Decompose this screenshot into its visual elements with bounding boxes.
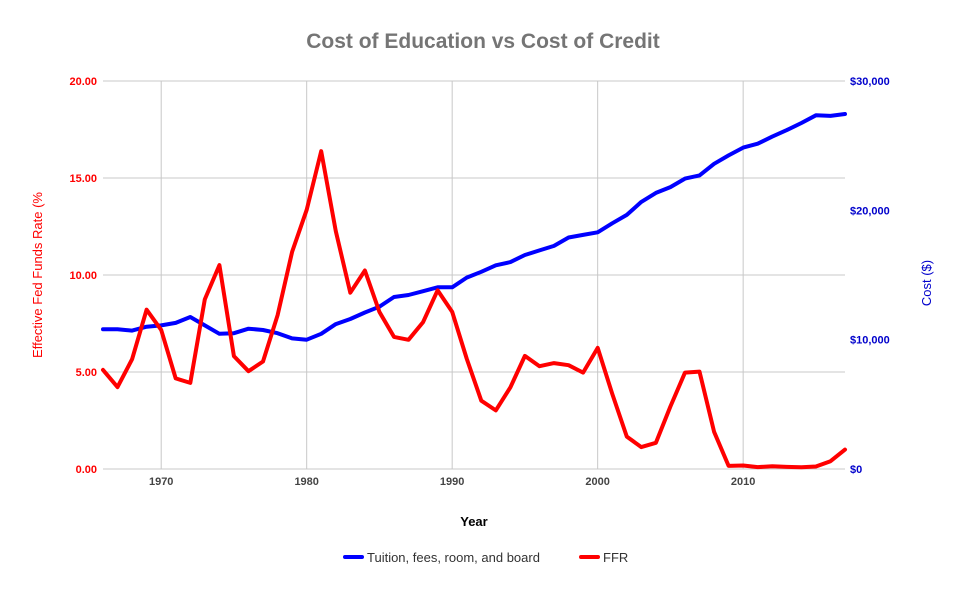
series-lines bbox=[101, 112, 847, 470]
left-axis-tick-label: 20.00 bbox=[69, 76, 97, 88]
x-axis-tick-label: 2010 bbox=[731, 476, 755, 488]
left-axis-label: Effective Fed Funds Rate (% bbox=[30, 192, 45, 358]
legend: Tuition, fees, room, and board FFR bbox=[343, 550, 628, 565]
x-axis-tick-label: 2000 bbox=[585, 476, 609, 488]
x-axis-tick-label: 1990 bbox=[440, 476, 464, 488]
right-axis-tick-label: $0 bbox=[850, 464, 862, 476]
series-line-ffr bbox=[101, 149, 847, 470]
left-axis-ticks: 0.00 5.00 10.00 15.00 20.00 bbox=[69, 76, 97, 476]
x-axis-ticks: 1970 1980 1990 2000 2010 bbox=[149, 476, 755, 488]
left-axis-tick-label: 10.00 bbox=[69, 270, 97, 282]
series-line-tuition bbox=[101, 112, 847, 342]
right-axis-tick-label: $20,000 bbox=[850, 205, 890, 217]
legend-item-ffr-label: FFR bbox=[603, 550, 628, 565]
right-axis-tick-label: $30,000 bbox=[850, 76, 890, 88]
x-axis-tick-label: 1970 bbox=[149, 476, 173, 488]
x-axis-label: Year bbox=[460, 514, 487, 529]
right-axis-ticks: $0 $10,000 $20,000 $30,000 bbox=[850, 76, 890, 476]
chart-title: Cost of Education vs Cost of Credit bbox=[306, 30, 660, 53]
left-axis-tick-label: 15.00 bbox=[69, 173, 97, 185]
x-axis-tick-label: 1980 bbox=[294, 476, 318, 488]
left-axis-tick-label: 5.00 bbox=[76, 367, 97, 379]
right-axis-tick-label: $10,000 bbox=[850, 335, 890, 347]
right-axis-label: Cost ($) bbox=[919, 260, 934, 306]
legend-item-tuition-label: Tuition, fees, room, and board bbox=[367, 550, 540, 565]
left-axis-tick-label: 0.00 bbox=[76, 464, 97, 476]
